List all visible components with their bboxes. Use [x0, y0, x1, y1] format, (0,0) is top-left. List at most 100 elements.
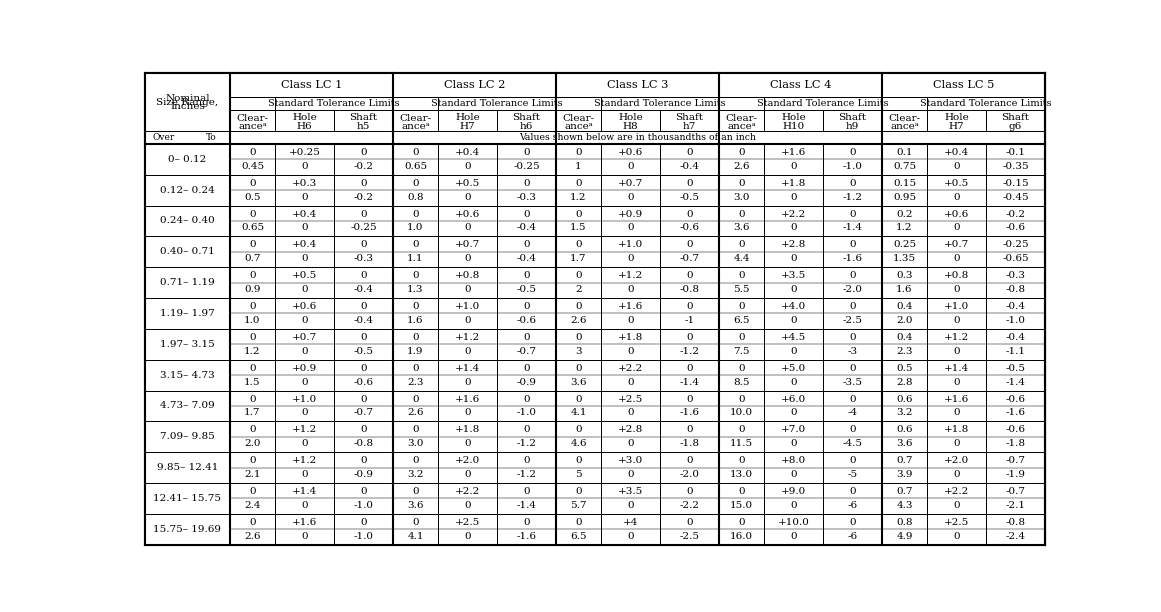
Text: 0: 0 — [464, 378, 471, 387]
Text: -1.9: -1.9 — [1005, 470, 1025, 479]
Text: 0: 0 — [575, 395, 582, 403]
Text: +0.7: +0.7 — [455, 241, 481, 249]
Bar — [392, 329, 438, 360]
Bar — [438, 298, 497, 329]
Bar — [392, 390, 438, 421]
Bar — [719, 110, 764, 132]
Text: 1.6: 1.6 — [408, 316, 424, 325]
Text: -1.0: -1.0 — [1005, 316, 1025, 325]
Text: 0: 0 — [627, 439, 634, 448]
Text: -0.5: -0.5 — [517, 285, 536, 294]
Bar — [928, 452, 986, 483]
Text: 1.7: 1.7 — [244, 408, 261, 417]
Bar — [823, 110, 882, 132]
Text: -0.35: -0.35 — [1002, 162, 1029, 171]
Text: -0.6: -0.6 — [1005, 425, 1025, 435]
Text: 0: 0 — [301, 254, 308, 263]
Text: 0.8: 0.8 — [896, 518, 913, 527]
Text: +1.0: +1.0 — [455, 302, 481, 311]
Bar — [145, 452, 230, 483]
Bar — [556, 206, 601, 236]
Bar — [601, 236, 659, 267]
Bar — [659, 483, 719, 514]
Bar — [659, 421, 719, 452]
Text: 0.65: 0.65 — [404, 162, 427, 171]
Text: 0: 0 — [738, 271, 745, 280]
Text: 0: 0 — [360, 395, 367, 403]
Text: 5.7: 5.7 — [570, 501, 586, 510]
Bar — [438, 390, 497, 421]
Bar — [438, 452, 497, 483]
Text: -1.2: -1.2 — [517, 470, 536, 479]
Text: anceᵃ: anceᵃ — [890, 122, 918, 130]
Bar — [764, 360, 823, 390]
Text: +8.0: +8.0 — [781, 456, 806, 465]
Text: 0.95: 0.95 — [893, 193, 916, 201]
Text: -0.3: -0.3 — [353, 254, 374, 263]
Text: 2: 2 — [575, 285, 582, 294]
Text: 0.5: 0.5 — [896, 364, 913, 373]
Text: +10.0: +10.0 — [778, 518, 809, 527]
Text: 0: 0 — [791, 193, 796, 201]
Text: +0.6: +0.6 — [291, 302, 317, 311]
Text: 0: 0 — [464, 408, 471, 417]
Text: 1.0: 1.0 — [244, 316, 261, 325]
Text: 0: 0 — [953, 532, 960, 540]
Bar — [275, 329, 334, 360]
Text: 0: 0 — [464, 501, 471, 510]
Text: 1.6: 1.6 — [896, 285, 913, 294]
Text: 16.0: 16.0 — [730, 532, 753, 540]
Text: 0: 0 — [953, 162, 960, 171]
Text: 0: 0 — [738, 395, 745, 403]
Bar — [659, 174, 719, 206]
Text: -0.8: -0.8 — [1005, 518, 1025, 527]
Bar — [556, 298, 601, 329]
Text: +1.6: +1.6 — [455, 395, 481, 403]
Bar — [928, 267, 986, 298]
Text: 0: 0 — [464, 193, 471, 201]
Text: Size Range,: Size Range, — [157, 98, 218, 107]
Text: 2.6: 2.6 — [244, 532, 261, 540]
Text: 1.97– 3.15: 1.97– 3.15 — [160, 340, 215, 349]
Bar — [659, 329, 719, 360]
Text: 2.6: 2.6 — [734, 162, 750, 171]
Text: +1.0: +1.0 — [291, 395, 317, 403]
Text: 0: 0 — [575, 271, 582, 280]
Text: 7.5: 7.5 — [734, 347, 750, 356]
Text: Standard Tolerance Limits: Standard Tolerance Limits — [431, 99, 563, 108]
Text: 3.6: 3.6 — [734, 223, 750, 233]
Text: -1.1: -1.1 — [1005, 347, 1025, 356]
Bar — [145, 174, 230, 206]
Text: +3.5: +3.5 — [618, 487, 643, 496]
Bar — [275, 110, 334, 132]
Bar — [145, 421, 230, 452]
Text: Standard Tolerance Limits: Standard Tolerance Limits — [757, 99, 889, 108]
Text: Clear-: Clear- — [726, 114, 757, 123]
Text: 0: 0 — [301, 223, 308, 233]
Text: -6: -6 — [848, 501, 858, 510]
Bar — [764, 97, 882, 110]
Text: -0.7: -0.7 — [679, 254, 699, 263]
Bar — [145, 298, 230, 329]
Text: +4.5: +4.5 — [781, 333, 806, 342]
Text: 0: 0 — [849, 425, 856, 435]
Text: 0: 0 — [250, 487, 255, 496]
Text: 0: 0 — [627, 193, 634, 201]
Bar — [719, 390, 764, 421]
Text: H6: H6 — [297, 122, 312, 130]
Text: 0: 0 — [524, 209, 529, 218]
Text: 0: 0 — [575, 333, 582, 342]
Text: +4: +4 — [622, 518, 639, 527]
Bar — [556, 174, 601, 206]
Text: -4: -4 — [848, 408, 858, 417]
Bar — [334, 390, 392, 421]
Text: 0: 0 — [627, 470, 634, 479]
Text: 0: 0 — [791, 470, 796, 479]
Text: 0: 0 — [849, 179, 856, 188]
Text: 0: 0 — [627, 501, 634, 510]
Bar — [275, 206, 334, 236]
Text: -2.5: -2.5 — [843, 316, 863, 325]
Bar — [556, 421, 601, 452]
Bar — [764, 390, 823, 421]
Text: 0.25: 0.25 — [893, 241, 916, 249]
